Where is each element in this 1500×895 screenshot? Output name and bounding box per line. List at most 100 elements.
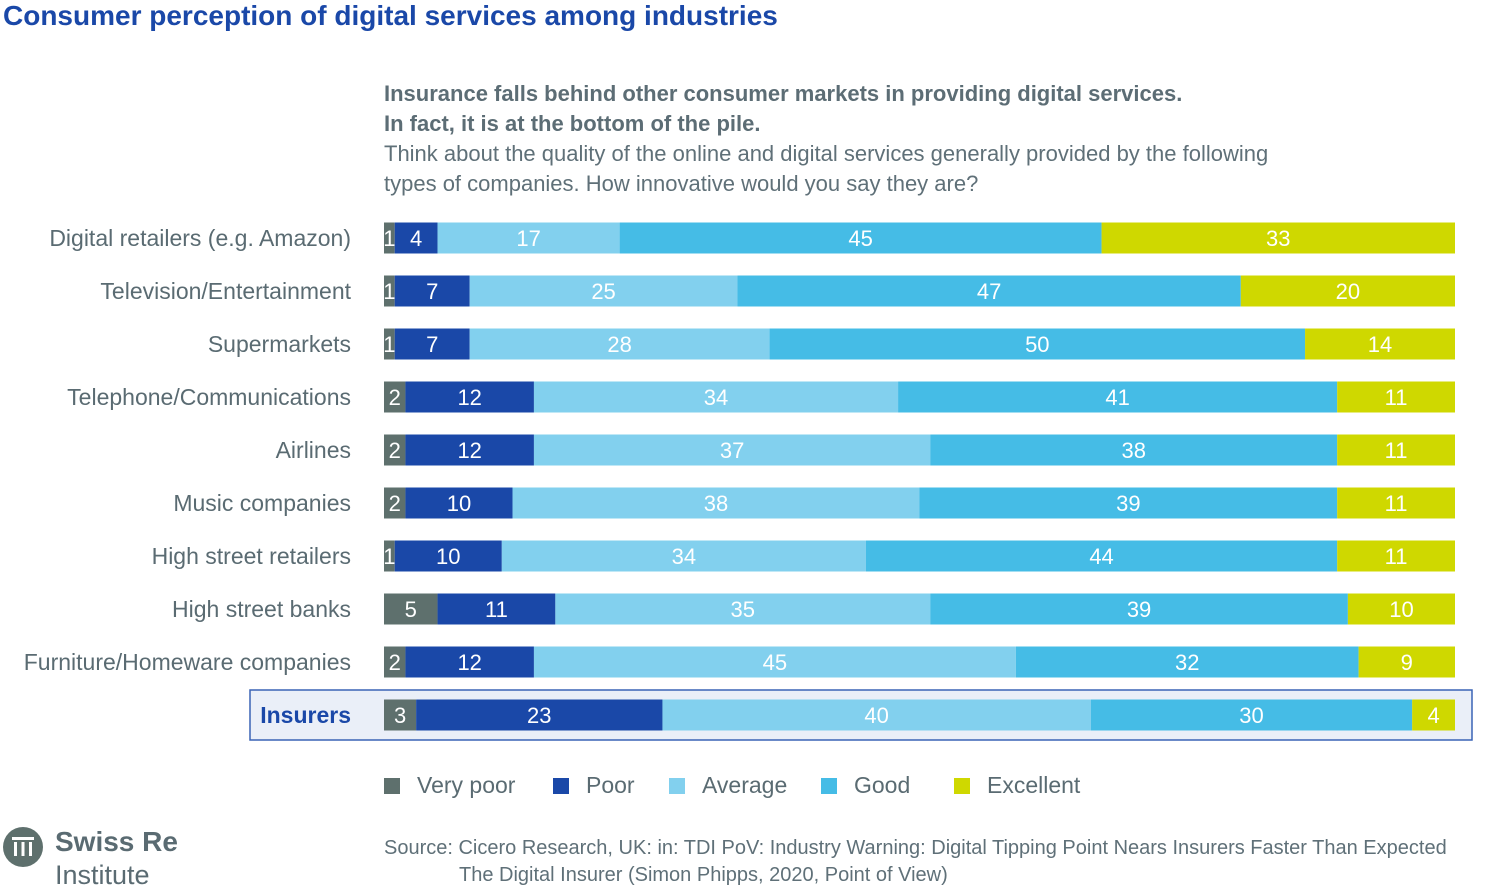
category-label-furniture-homeware-companies: Furniture/Homeware companies bbox=[24, 649, 351, 675]
subtitle-bold-line-2: In fact, it is at the bottom of the pile… bbox=[384, 111, 761, 136]
data-label-airlines-good: 38 bbox=[1121, 438, 1145, 463]
subtitle-question-line-2: types of companies. How innovative would… bbox=[384, 171, 979, 196]
bar-insurers-excellent bbox=[1412, 699, 1455, 731]
data-label-insurers-good: 30 bbox=[1239, 703, 1263, 728]
legend-label-very-poor: Very poor bbox=[417, 772, 516, 798]
bar-digital-retailers-e-g-amazon-excellent bbox=[1101, 222, 1455, 254]
bar-telephone-communications-poor bbox=[405, 381, 534, 413]
legend-label-average: Average bbox=[702, 772, 788, 798]
data-label-high-street-retailers-excellent: 11 bbox=[1385, 544, 1408, 569]
swiss-re-logo-icon bbox=[3, 827, 43, 867]
data-label-television-entertainment-excellent: 20 bbox=[1336, 279, 1360, 304]
category-label-insurers: Insurers bbox=[260, 702, 351, 728]
bar-high-street-retailers-average bbox=[501, 540, 866, 572]
bar-high-street-retailers-excellent bbox=[1337, 540, 1455, 572]
bar-supermarkets-good bbox=[769, 328, 1306, 360]
bar-insurers-very-poor bbox=[384, 699, 417, 731]
data-label-high-street-banks-average: 35 bbox=[731, 597, 755, 622]
bar-furniture-homeware-companies-poor bbox=[405, 646, 534, 678]
bar-furniture-homeware-companies-very-poor bbox=[384, 646, 406, 678]
data-label-high-street-banks-good: 39 bbox=[1127, 597, 1151, 622]
data-label-high-street-banks-very-poor: 5 bbox=[405, 597, 417, 622]
chart-title: Consumer perception of digital services … bbox=[3, 0, 778, 31]
category-label-telephone-communications: Telephone/Communications bbox=[67, 384, 351, 410]
bar-airlines-poor bbox=[405, 434, 534, 466]
data-label-television-entertainment-very-poor: 1 bbox=[383, 279, 395, 304]
data-label-insurers-very-poor: 3 bbox=[394, 703, 406, 728]
data-label-supermarkets-excellent: 14 bbox=[1368, 332, 1392, 357]
data-label-telephone-communications-very-poor: 2 bbox=[389, 385, 401, 410]
data-label-furniture-homeware-companies-poor: 12 bbox=[457, 650, 481, 675]
bar-high-street-retailers-good bbox=[865, 540, 1338, 572]
legend-swatch-very-poor bbox=[384, 778, 400, 794]
source-line-2: The Digital Insurer (Simon Phipps, 2020,… bbox=[459, 864, 948, 886]
bar-furniture-homeware-companies-excellent bbox=[1358, 646, 1455, 678]
data-label-airlines-average: 37 bbox=[720, 438, 744, 463]
subtitle-question-line-1: Think about the quality of the online an… bbox=[384, 141, 1269, 166]
bar-music-companies-very-poor bbox=[384, 487, 406, 519]
bar-television-entertainment-poor bbox=[394, 275, 470, 307]
bar-television-entertainment-excellent bbox=[1240, 275, 1455, 307]
chart-subtitle: Insurance falls behind other consumer ma… bbox=[384, 79, 1384, 199]
bar-digital-retailers-e-g-amazon-good bbox=[619, 222, 1102, 254]
category-label-airlines: Airlines bbox=[276, 437, 351, 463]
category-label-digital-retailers-e-g-amazon: Digital retailers (e.g. Amazon) bbox=[49, 225, 351, 251]
logo-subtitle: Institute bbox=[55, 860, 150, 890]
bar-high-street-banks-average bbox=[555, 593, 931, 625]
bar-high-street-retailers-very-poor bbox=[384, 540, 395, 572]
legend-swatch-poor bbox=[553, 778, 569, 794]
legend-swatch-good bbox=[821, 778, 837, 794]
data-label-insurers-poor: 23 bbox=[527, 703, 551, 728]
legend-swatch-excellent bbox=[954, 778, 970, 794]
data-label-high-street-retailers-good: 44 bbox=[1089, 544, 1113, 569]
data-label-music-companies-average: 38 bbox=[704, 491, 728, 516]
data-label-insurers-average: 40 bbox=[864, 703, 888, 728]
bar-telephone-communications-very-poor bbox=[384, 381, 406, 413]
data-label-digital-retailers-e-g-amazon-excellent: 33 bbox=[1266, 226, 1290, 251]
data-label-digital-retailers-e-g-amazon-good: 45 bbox=[848, 226, 872, 251]
data-label-telephone-communications-excellent: 11 bbox=[1385, 385, 1408, 410]
bar-airlines-excellent bbox=[1337, 434, 1455, 466]
data-label-high-street-banks-poor: 11 bbox=[485, 597, 508, 622]
data-label-supermarkets-poor: 7 bbox=[426, 332, 438, 357]
data-label-furniture-homeware-companies-very-poor: 2 bbox=[389, 650, 401, 675]
bar-music-companies-good bbox=[919, 487, 1338, 519]
data-label-telephone-communications-poor: 12 bbox=[457, 385, 481, 410]
bar-television-entertainment-good bbox=[737, 275, 1241, 307]
category-label-supermarkets: Supermarkets bbox=[208, 331, 351, 357]
bar-television-entertainment-average bbox=[469, 275, 738, 307]
subtitle-bold-line-1: Insurance falls behind other consumer ma… bbox=[384, 81, 1183, 106]
data-label-high-street-banks-excellent: 10 bbox=[1389, 597, 1413, 622]
bar-high-street-banks-excellent bbox=[1347, 593, 1455, 625]
bar-television-entertainment-very-poor bbox=[384, 275, 395, 307]
bar-digital-retailers-e-g-amazon-poor bbox=[394, 222, 438, 254]
data-label-music-companies-poor: 10 bbox=[447, 491, 471, 516]
bar-digital-retailers-e-g-amazon-very-poor bbox=[384, 222, 395, 254]
data-label-television-entertainment-good: 47 bbox=[977, 279, 1001, 304]
bar-telephone-communications-average bbox=[533, 381, 899, 413]
data-label-digital-retailers-e-g-amazon-average: 17 bbox=[516, 226, 540, 251]
data-label-supermarkets-good: 50 bbox=[1025, 332, 1049, 357]
legend-label-excellent: Excellent bbox=[987, 772, 1081, 798]
data-label-telephone-communications-average: 34 bbox=[704, 385, 728, 410]
source-note: Source: Cicero Research, UK: in: TDI PoV… bbox=[384, 835, 1447, 889]
data-label-high-street-retailers-very-poor: 1 bbox=[383, 544, 395, 569]
legend-label-good: Good bbox=[854, 772, 911, 798]
bar-high-street-banks-poor bbox=[437, 593, 556, 625]
bar-insurers-good bbox=[1090, 699, 1413, 731]
data-label-music-companies-excellent: 11 bbox=[1385, 491, 1408, 516]
data-label-furniture-homeware-companies-good: 32 bbox=[1175, 650, 1199, 675]
logo-name: Swiss Re bbox=[55, 826, 178, 857]
legend-label-poor: Poor bbox=[586, 772, 635, 798]
category-label-television-entertainment: Television/Entertainment bbox=[100, 278, 351, 304]
data-label-furniture-homeware-companies-excellent: 9 bbox=[1401, 650, 1413, 675]
bar-airlines-good bbox=[930, 434, 1338, 466]
bar-high-street-banks-very-poor bbox=[384, 593, 438, 625]
bar-music-companies-poor bbox=[405, 487, 513, 519]
bar-furniture-homeware-companies-good bbox=[1015, 646, 1359, 678]
category-label-high-street-retailers: High street retailers bbox=[152, 543, 351, 569]
bar-high-street-banks-good bbox=[930, 593, 1348, 625]
data-label-telephone-communications-good: 41 bbox=[1105, 385, 1129, 410]
bar-airlines-very-poor bbox=[384, 434, 406, 466]
data-label-supermarkets-average: 28 bbox=[607, 332, 631, 357]
